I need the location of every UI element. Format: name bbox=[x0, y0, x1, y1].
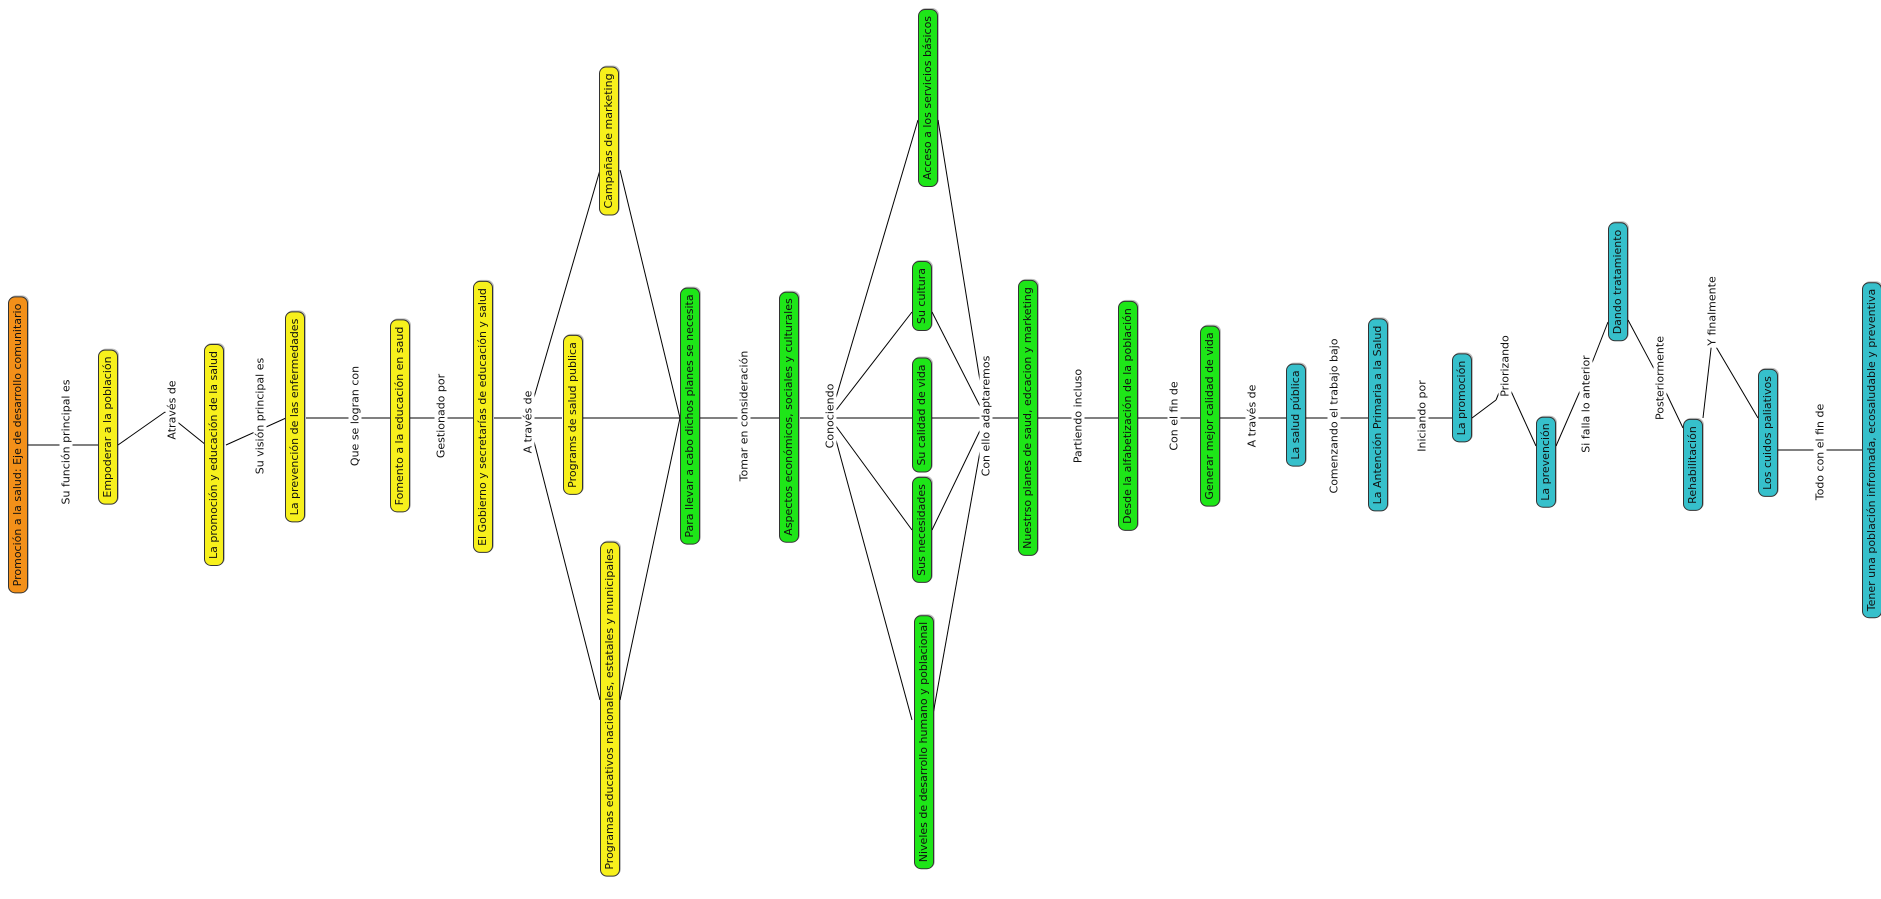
link-posteriormente: Posteriormente bbox=[1653, 334, 1667, 422]
generar-node[interactable]: Generar mejor calidad de vida bbox=[1200, 325, 1220, 507]
la-promocion-node[interactable]: La promoción bbox=[1452, 353, 1472, 443]
link-comenzando: Comenzando el trabajo bajo bbox=[1327, 336, 1341, 496]
aspectos-node[interactable]: Aspectos económicos, sociales y cultural… bbox=[779, 291, 799, 543]
empoderar-node[interactable]: Empoderar a la población bbox=[98, 349, 118, 505]
final-node[interactable]: Tener una población infromada, ecosaluda… bbox=[1862, 281, 1881, 619]
link-a-traves-de-1: A través de bbox=[521, 388, 535, 456]
sus-necesidades-node[interactable]: Sus necesidades bbox=[912, 477, 932, 583]
link-partiendo: Partiendo incluso bbox=[1071, 366, 1085, 466]
link-su-vision: Su visión principal es bbox=[253, 355, 267, 477]
link-iniciando: Iniciando por bbox=[1415, 378, 1429, 454]
link-priorizando: Priorizando bbox=[1498, 333, 1512, 399]
link-si-falla: Si falla lo anterior bbox=[1579, 353, 1593, 455]
link-tomar: Tomar en consideración bbox=[737, 348, 751, 484]
dando-tratamiento-node[interactable]: Dando tratamiento bbox=[1608, 222, 1628, 342]
su-cultura-node[interactable]: Su cultura bbox=[912, 260, 932, 332]
salud-publica-node[interactable]: La salud pública bbox=[1286, 363, 1306, 467]
link-todo-con: Todo con el fin de bbox=[1813, 401, 1827, 503]
link-que-se-logran: Que se logran con bbox=[348, 363, 362, 469]
la-prevencion-node[interactable]: La prevención bbox=[1536, 416, 1556, 508]
cuidados-node[interactable]: Los cuidos paliativos bbox=[1758, 369, 1778, 497]
rehabilitacion-node[interactable]: Rehabilitación bbox=[1683, 419, 1703, 511]
su-calidad-node[interactable]: Su calidad de vida bbox=[912, 357, 932, 473]
link-conociendo: Conociendo bbox=[823, 381, 837, 451]
prevencion-enfermedades-node[interactable]: La prevención de las enfermedades bbox=[285, 311, 305, 523]
atencion-primaria-node[interactable]: La Antención Primaria a la Salud bbox=[1368, 318, 1388, 512]
programas-salud-node[interactable]: Programs de salud publica bbox=[563, 335, 583, 495]
link-gestionado-por: Gestionado por bbox=[434, 371, 448, 461]
alfabetizacion-node[interactable]: Desde la alfabetización de la población bbox=[1118, 301, 1138, 531]
promocion-educacion-node[interactable]: La promoción y educación de la salud bbox=[204, 344, 224, 566]
para-llevar-node[interactable]: Para llevar a cabo dichos planes se nece… bbox=[680, 287, 700, 545]
fomento-node[interactable]: Fomento a la educación en saud bbox=[390, 319, 410, 513]
link-y-finalmente: Y finalmente bbox=[1705, 274, 1719, 348]
campanas-node[interactable]: Campañas de marketing bbox=[599, 66, 619, 216]
programas-educativos-node[interactable]: Programas educativos nacionales, estatal… bbox=[600, 541, 620, 877]
root-node[interactable]: Promoción a la salud: Eje de desarrollo … bbox=[8, 296, 28, 594]
niveles-node[interactable]: Niveles de desarrollo humano y poblacion… bbox=[914, 614, 934, 870]
acceso-node[interactable]: Acceso a los servicios básicos bbox=[918, 8, 938, 188]
link-su-funcion: Su función principal es bbox=[59, 377, 73, 507]
nuestros-planes-node[interactable]: Nuestrso planes de saud, edcacion y mark… bbox=[1018, 280, 1038, 556]
link-atraves-de: Através de bbox=[165, 378, 179, 442]
link-con-el-fin: Con el fin de bbox=[1167, 379, 1181, 453]
link-a-traves-de-2: A través de bbox=[1245, 382, 1259, 450]
gobierno-node[interactable]: El Gobierno y secretarías de educación y… bbox=[473, 281, 493, 553]
link-con-ello: Con ello adaptaremos bbox=[979, 353, 993, 479]
